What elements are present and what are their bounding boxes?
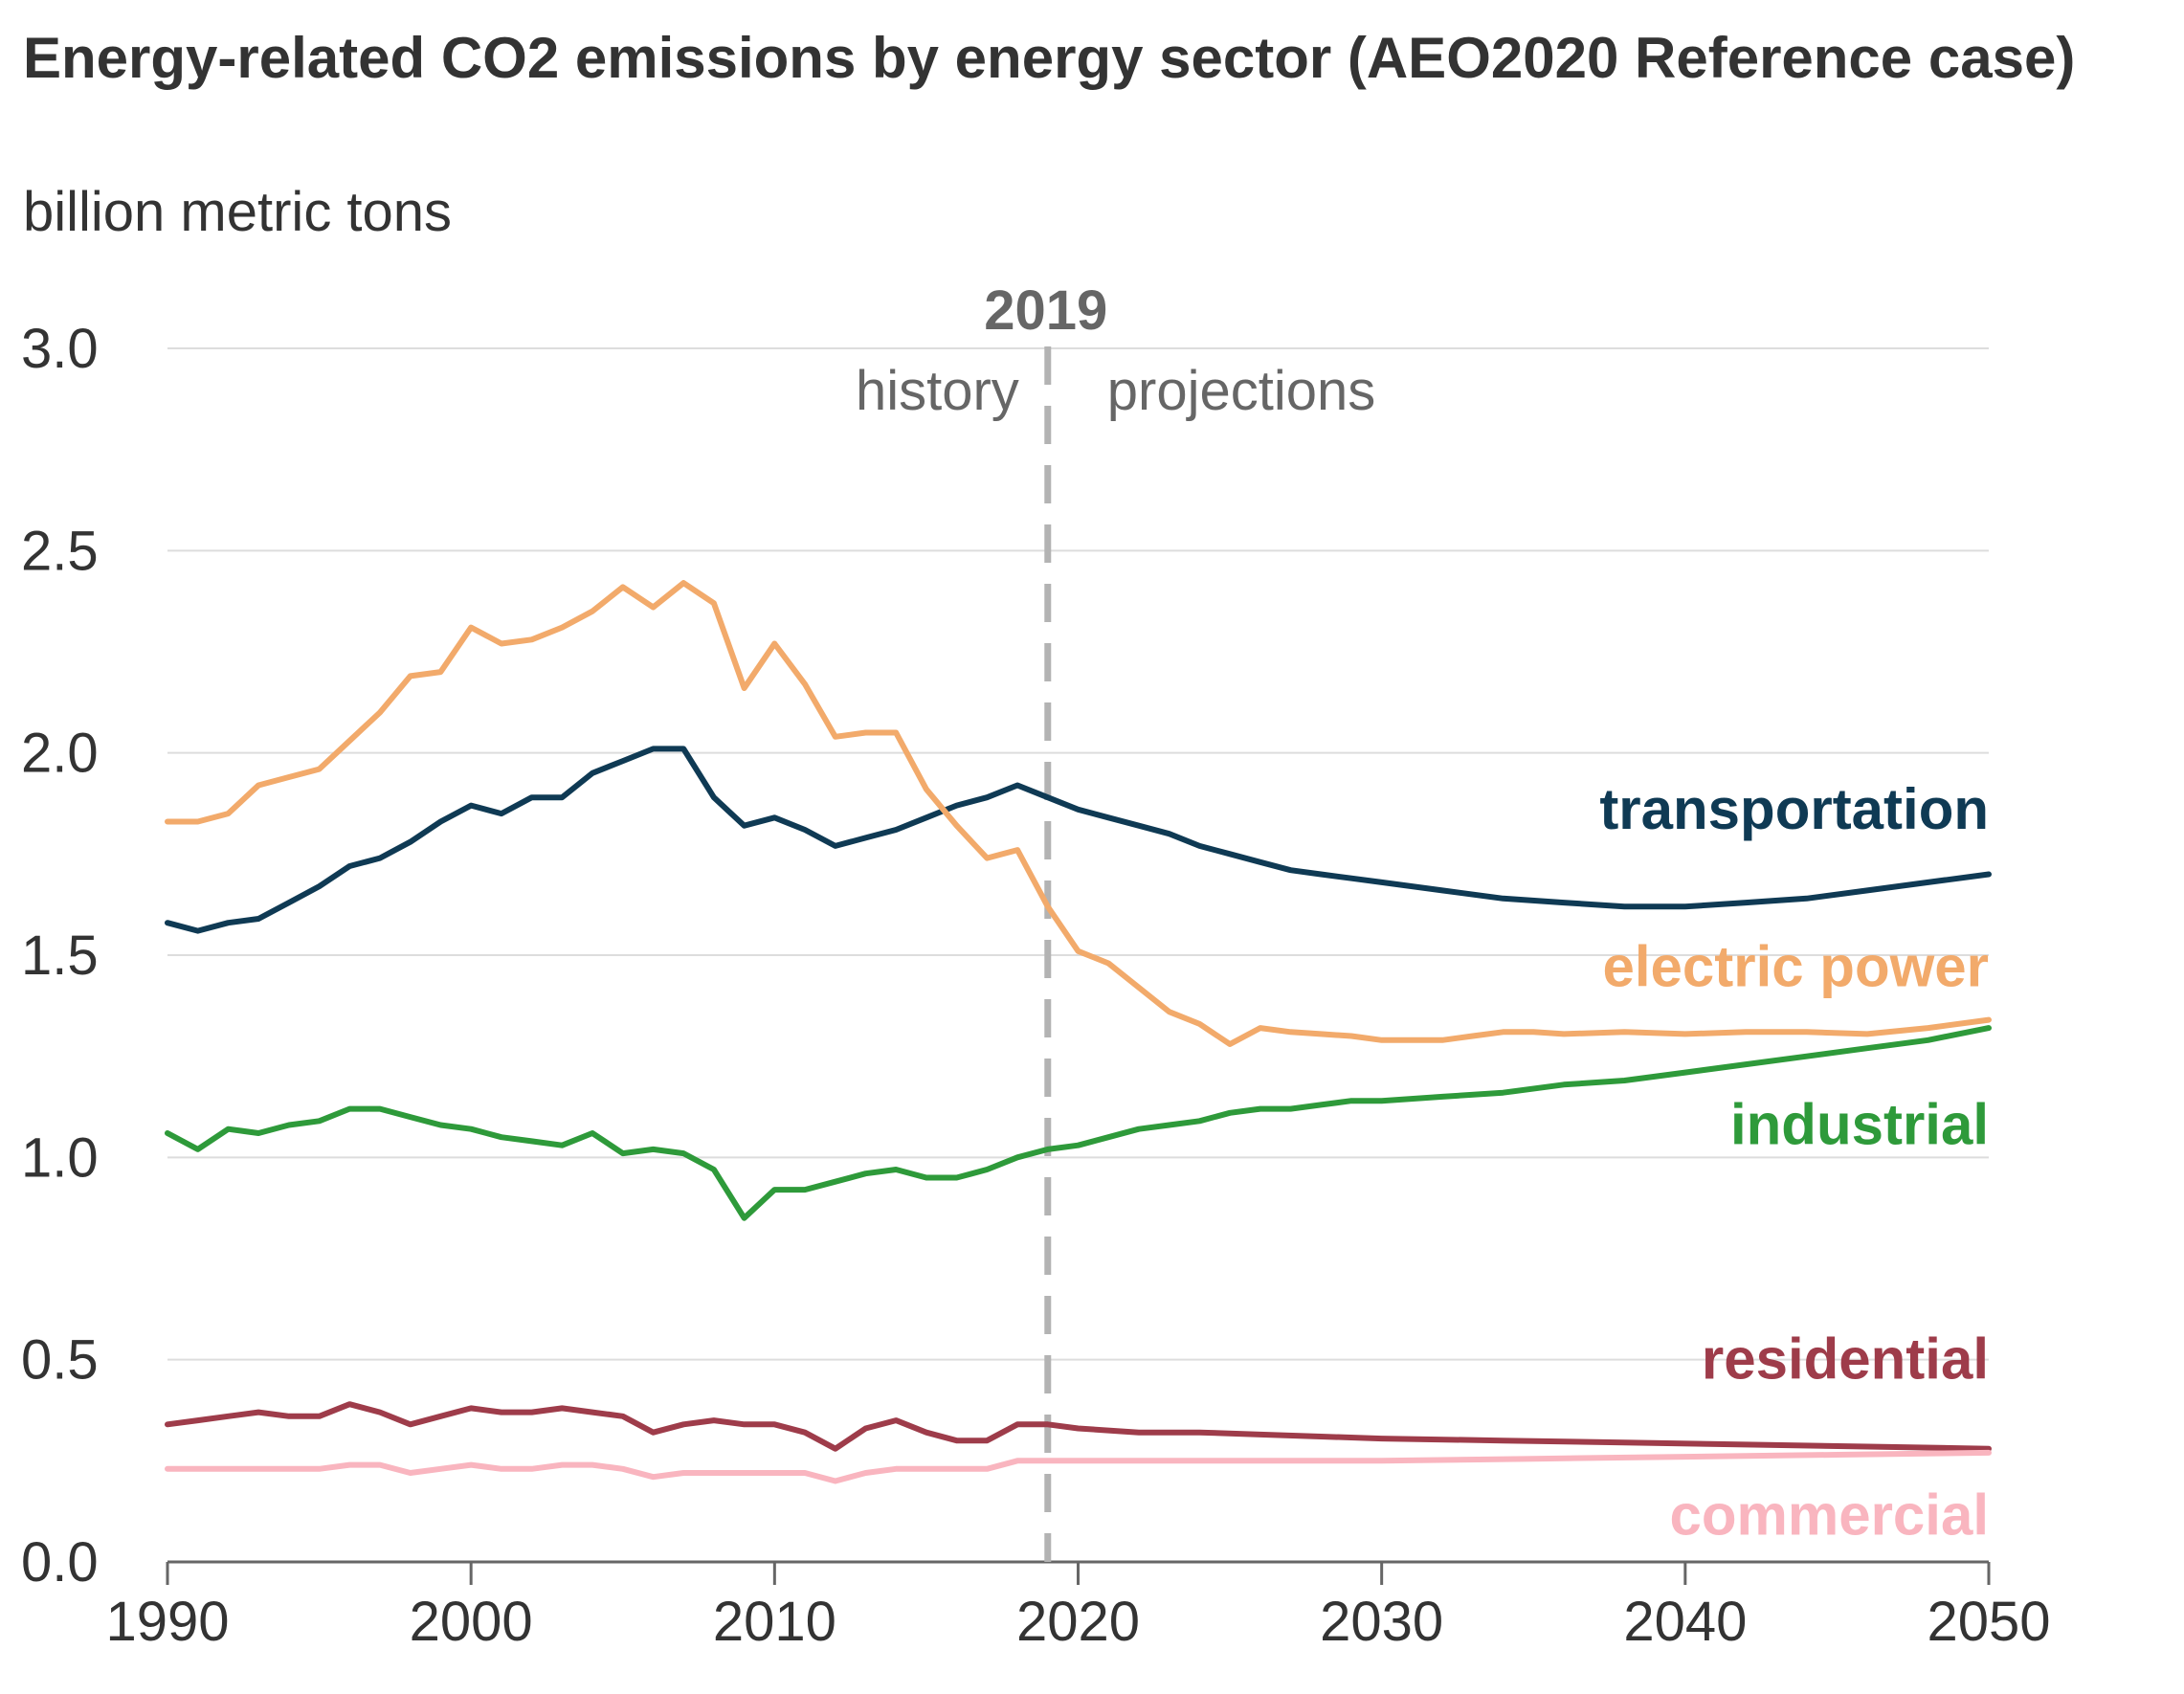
chart-title: Energy-related CO2 emissions by energy s… (23, 26, 2076, 90)
axes: 0.0 0.5 1.0 1.5 2.0 2.5 3.0 1990 2000 2010 2020 203… (21, 318, 2051, 1653)
x-tick-label: 2000 (410, 1591, 533, 1653)
x-tick-label: 1990 (105, 1591, 229, 1653)
x-tick-label: 2050 (1927, 1591, 2050, 1653)
series-line-industrial (165, 1025, 1992, 1221)
series-line-residential (165, 1401, 1992, 1452)
history-projection-divider: 2019 history projections (856, 279, 1375, 1562)
projections-label: projections (1107, 360, 1375, 422)
y-tick-label: 2.5 (21, 520, 99, 582)
y-tick-label: 1.5 (21, 925, 99, 987)
y-tick-label: 1.0 (21, 1126, 99, 1189)
series-line-electric-power (165, 580, 1992, 1047)
y-tick-label: 0.5 (21, 1329, 99, 1392)
series-line-transportation (165, 746, 1992, 934)
series-label-commercial: commercial (1669, 1482, 1989, 1547)
divider-year-label: 2019 (984, 279, 1107, 342)
history-label: history (856, 360, 1019, 422)
series-lines (165, 580, 1992, 1484)
x-tick-label: 2020 (1016, 1591, 1140, 1653)
y-tick-label: 2.0 (21, 723, 99, 785)
x-tick-label: 2040 (1623, 1591, 1747, 1653)
x-tick-label: 2010 (713, 1591, 836, 1653)
y-tick-label: 0.0 (21, 1531, 99, 1594)
series-label-electric-power: electric power (1602, 935, 1989, 999)
x-tick-label: 2030 (1320, 1591, 1443, 1653)
y-tick-label: 3.0 (21, 318, 99, 380)
series-end-labels: transportation electric power industrial re… (1599, 777, 1989, 1548)
chart-subtitle: billion metric tons (23, 181, 453, 243)
series-label-transportation: transportation (1599, 777, 1989, 841)
series-line-commercial (165, 1449, 1992, 1484)
gridlines (167, 347, 1989, 1361)
series-label-residential: residential (1702, 1327, 1989, 1392)
series-label-industrial: industrial (1730, 1093, 1989, 1157)
